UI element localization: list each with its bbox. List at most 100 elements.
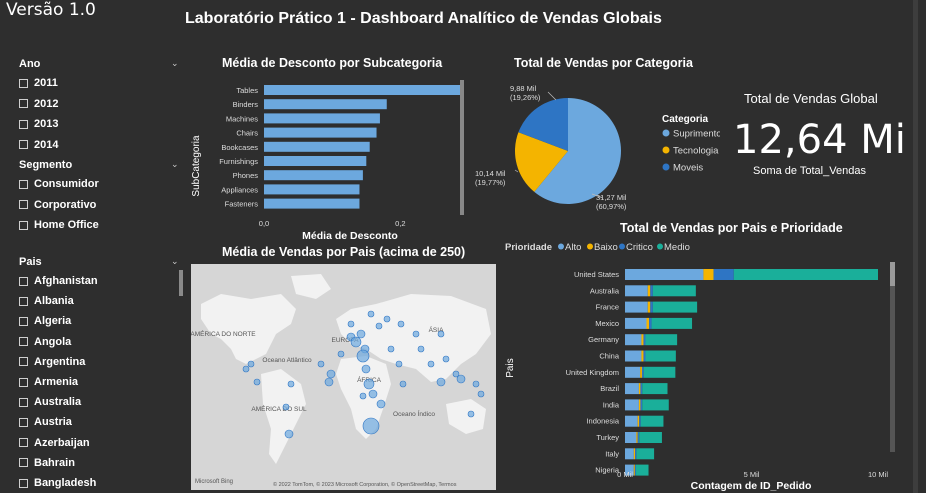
chevron-down-icon[interactable]: ⌄ [171,58,179,68]
discount-bar[interactable] [264,198,360,209]
map-dot[interactable] [477,390,485,398]
checkbox[interactable] [19,377,28,387]
map-dot[interactable] [395,360,403,368]
stacked-bar-segment[interactable] [646,317,650,329]
checkbox[interactable] [19,276,28,286]
map-dot[interactable] [417,345,425,353]
map-dot[interactable] [284,429,294,439]
stacked-bar-segment[interactable] [643,350,646,362]
discount-bar[interactable] [264,85,462,95]
slicer-option[interactable]: 2014 [19,139,58,151]
stacked-bar-segment[interactable] [642,383,668,395]
checkbox[interactable] [19,119,28,129]
map-dot[interactable] [472,380,480,388]
slicer-option[interactable]: Home Office [19,219,99,231]
stacked-bar-segment[interactable] [713,269,734,280]
stacked-bar-segment[interactable] [636,448,655,460]
discount-bar[interactable] [264,156,367,166]
map-dot[interactable] [356,329,366,339]
map-dot[interactable] [356,349,370,363]
map-dot[interactable] [282,403,290,411]
slicer-option[interactable]: Algeria [19,315,71,327]
stacked-bar-segment[interactable] [638,383,641,395]
map-dot[interactable] [347,320,355,328]
chevron-down-icon[interactable]: ⌄ [171,159,179,169]
slicer-option[interactable]: Angola [19,336,71,348]
checkbox[interactable] [19,357,28,367]
map-dot[interactable] [436,377,446,387]
map-dot[interactable] [363,378,375,390]
slicer-option[interactable]: Austria [19,416,72,428]
pie-slice[interactable] [518,98,568,151]
checkbox[interactable] [19,99,28,108]
slicer-option[interactable]: 2013 [19,118,58,130]
stacked-bar-segment[interactable] [650,301,653,313]
map-dot[interactable] [324,377,334,387]
map-dot[interactable] [375,322,383,330]
stacked-bar-segment[interactable] [625,334,642,346]
stacked-bar-segment[interactable] [647,285,651,297]
slicer-option[interactable]: Consumidor [19,178,99,190]
stacked-bar-segment[interactable] [640,399,643,411]
stacked-bar-segment[interactable] [641,350,644,362]
stacked-bar-segment[interactable] [637,415,640,427]
map-dot[interactable] [456,374,466,384]
map-dot[interactable] [442,355,450,363]
stacked-bar-segment[interactable] [633,448,636,460]
slicer-option[interactable]: Afghanistan [19,275,98,287]
stacked-bar-segment[interactable] [625,383,639,395]
stacked-bar-segment[interactable] [636,432,638,443]
slicer-option[interactable]: Albania [19,295,74,307]
map-dot[interactable] [452,370,460,378]
stacked-bar-segment[interactable] [625,366,641,378]
map-dot[interactable] [397,320,405,328]
map-dot[interactable] [427,360,435,368]
stacked-bar-segment[interactable] [640,383,643,395]
stacked-bar-segment[interactable] [625,285,648,297]
stacked-bar-segment[interactable] [649,317,652,329]
slicer-option[interactable]: Armenia [19,376,78,388]
checkbox[interactable] [19,140,28,149]
checkbox[interactable] [19,438,28,448]
chevron-down-icon[interactable]: ⌄ [171,256,179,266]
slicer-option[interactable]: Azerbaijan [19,437,90,449]
discount-bar[interactable] [264,141,370,152]
stacked-bar-segment[interactable] [647,301,651,313]
slicer-option[interactable]: Bahrain [19,457,75,469]
stacked-bar-segment[interactable] [645,334,678,346]
slicer-scrollbar[interactable] [179,270,183,296]
slicer-option[interactable]: Australia [19,396,81,408]
map-dot[interactable] [253,378,261,386]
stacked-legend-item[interactable]: Alto [565,242,581,253]
map-dot[interactable] [367,310,375,318]
stacked-bar-segment[interactable] [703,269,714,280]
stacked-bar-segment[interactable] [625,464,634,476]
map-dot[interactable] [247,360,255,368]
discount-bar[interactable] [264,170,363,181]
checkbox[interactable] [19,458,28,468]
discount-bar[interactable] [264,113,380,124]
stacked-bar-segment[interactable] [651,317,693,329]
map-dot[interactable] [337,350,345,358]
checkbox[interactable] [19,220,28,230]
slicer-option[interactable]: 2012 [19,98,58,110]
stacked-bar-segment[interactable] [643,366,676,378]
stacked-bar-segment[interactable] [635,464,649,476]
stacked-bar-segment[interactable] [641,334,644,346]
map-dot[interactable] [437,330,445,338]
stacked-bar-segment[interactable] [637,432,640,443]
stacked-bar-segment[interactable] [625,432,637,443]
slicer-option[interactable]: 2011 [19,77,58,89]
checkbox[interactable] [19,316,28,326]
stacked-bar-segment[interactable] [652,285,696,297]
map-dot[interactable] [317,360,325,368]
map-dot[interactable] [412,330,420,338]
checkbox[interactable] [19,397,28,407]
stacked-scrollbar[interactable] [890,262,895,286]
pie-legend-item[interactable]: Moveis [673,163,703,174]
discount-bar[interactable] [264,127,377,138]
pie-legend-item[interactable]: Tecnologia [673,146,719,157]
discount-scrollbar[interactable] [460,80,464,215]
map-dot[interactable] [376,399,386,409]
checkbox[interactable] [19,478,28,488]
